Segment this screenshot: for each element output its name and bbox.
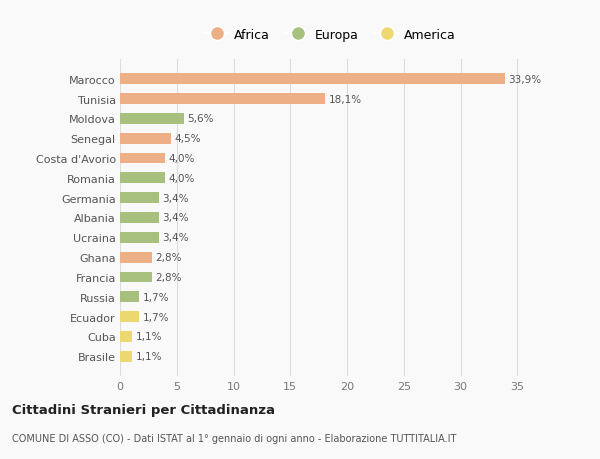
Text: 5,6%: 5,6% [187,114,214,124]
Text: 18,1%: 18,1% [329,94,362,104]
Legend: Africa, Europa, America: Africa, Europa, America [200,25,460,45]
Bar [120,213,158,224]
Bar [120,292,139,302]
Text: 2,8%: 2,8% [155,252,182,263]
Bar [120,331,133,342]
Text: COMUNE DI ASSO (CO) - Dati ISTAT al 1° gennaio di ogni anno - Elaborazione TUTTI: COMUNE DI ASSO (CO) - Dati ISTAT al 1° g… [12,433,457,442]
Text: 3,4%: 3,4% [162,233,188,243]
Bar [120,153,166,164]
Bar [120,312,139,322]
Text: Cittadini Stranieri per Cittadinanza: Cittadini Stranieri per Cittadinanza [12,403,275,416]
Text: 2,8%: 2,8% [155,272,182,282]
Bar [120,193,158,204]
Text: 33,9%: 33,9% [508,74,541,84]
Text: 1,7%: 1,7% [143,292,169,302]
Text: 4,5%: 4,5% [175,134,201,144]
Text: 3,4%: 3,4% [162,213,188,223]
Bar [120,232,158,243]
Bar [120,134,171,144]
Text: 3,4%: 3,4% [162,193,188,203]
Bar [120,252,152,263]
Text: 1,7%: 1,7% [143,312,169,322]
Bar [120,114,184,124]
Bar [120,74,505,85]
Text: 4,0%: 4,0% [169,174,195,184]
Bar [120,351,133,362]
Text: 4,0%: 4,0% [169,154,195,164]
Bar [120,272,152,283]
Text: 1,1%: 1,1% [136,332,163,342]
Bar [120,94,325,105]
Text: 1,1%: 1,1% [136,352,163,362]
Bar [120,173,166,184]
